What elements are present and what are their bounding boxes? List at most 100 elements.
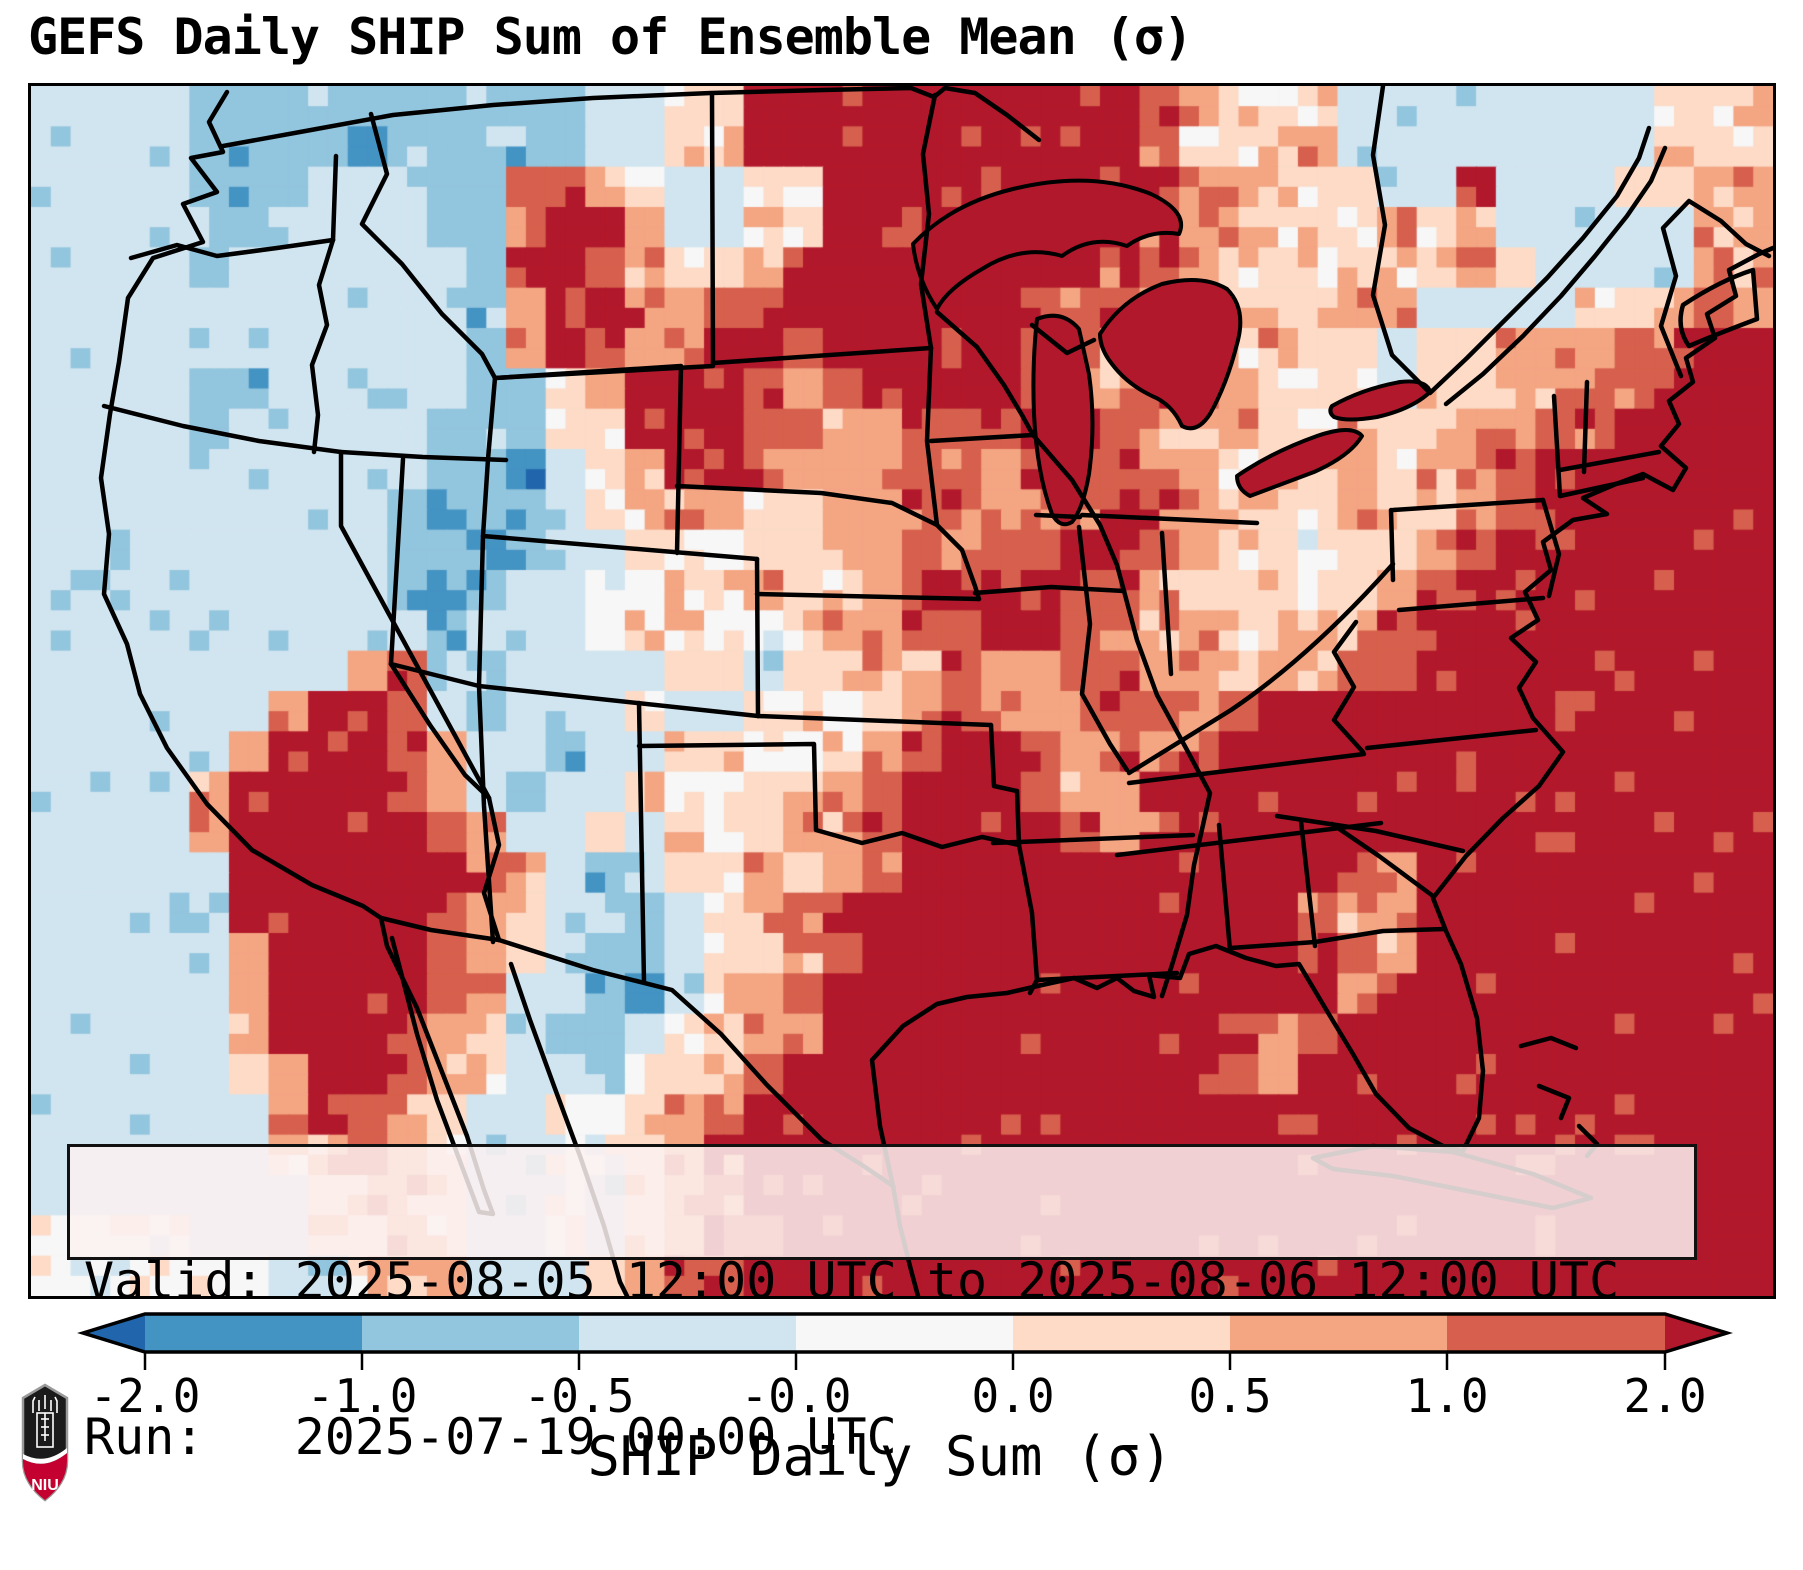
sd-east-border (924, 345, 940, 528)
ny-vt-border (1551, 393, 1563, 499)
wy-borders (480, 363, 760, 562)
tick-label: 2.0 (1623, 1369, 1706, 1423)
run-row: Run: 2025-07-19 00:00 UTC (84, 1411, 1680, 1463)
logo-red-band (23, 1453, 67, 1500)
valid-row: Valid: 2025-08-05 12:00 UTC to 2025-08-06… (84, 1255, 1680, 1307)
nd-mn-border (918, 92, 938, 351)
mt-south-border (492, 363, 716, 381)
colorbar-segment (145, 1314, 362, 1352)
il-in-border (1076, 524, 1130, 773)
parallel-37n (388, 661, 761, 719)
ks-ok-border (755, 713, 994, 728)
vt-nh-border (1581, 379, 1590, 475)
colorbar-tick-marks (143, 1352, 1667, 1370)
nc-sc-border (1274, 813, 1466, 854)
great-lakes (911, 178, 1432, 527)
tick-label: -0.0 (741, 1369, 852, 1423)
ky-tn-border (1126, 751, 1367, 786)
lake-ontario (1328, 379, 1432, 422)
ar-la-border (1034, 970, 1180, 983)
tick-label: -2.0 (90, 1369, 201, 1423)
ohio-river (1126, 561, 1396, 776)
nm-tx-border (636, 700, 647, 985)
lake-superior (911, 178, 1183, 311)
co-east-border (754, 556, 761, 719)
st-lawrence-north (1427, 125, 1652, 396)
wi-up-border (1029, 322, 1097, 356)
parallel-42n (101, 403, 509, 463)
mason-dixon (1396, 595, 1546, 613)
wa-id-border (330, 153, 339, 243)
mi-south-border (1079, 512, 1260, 526)
lake-michigan (1031, 313, 1095, 527)
valid-run-info-box: Valid: 2025-08-05 12:00 UTC to 2025-08-06… (67, 1144, 1697, 1463)
on-qc-border (1370, 86, 1430, 393)
az-nm-border (476, 683, 496, 945)
fl-north-border (1228, 926, 1448, 951)
mississippi-river (1121, 588, 1213, 999)
ma-north-border (1557, 449, 1662, 473)
tick-label: -0.5 (524, 1369, 635, 1423)
mn-wi-border (934, 309, 1036, 438)
oh-pa-border (1388, 507, 1396, 583)
ga-sc-border (1329, 821, 1436, 899)
run-label: Run: (84, 1408, 205, 1466)
pa-nj-border (1540, 497, 1562, 599)
wi-il-border (1033, 512, 1083, 520)
colorbar-segment (796, 1314, 1013, 1352)
colorbar-axis-label: SHIP Daily Sum (σ) (587, 1425, 1172, 1488)
va-nc-border (1364, 727, 1539, 751)
nv-ut-border (388, 456, 406, 667)
nd-sd-border (710, 345, 934, 366)
ms-al-border (1216, 822, 1233, 953)
nv-az-border (388, 661, 492, 801)
lake-erie (1235, 428, 1364, 498)
tx-panhandle-red-river (636, 741, 1022, 850)
ok-ar-border (988, 722, 1022, 848)
bahamas-islands (1518, 1035, 1600, 1159)
ia-mo-border (972, 584, 1127, 596)
canada-border (220, 86, 1042, 149)
wv-va-ky-border (1331, 619, 1366, 755)
tx-la-border (1016, 842, 1040, 996)
page-root: { "title": "GEFS Daily SHIP Sum of Ensem… (21, 8, 1776, 1502)
gulf-atlantic-coast (869, 245, 1773, 1189)
id-mt-border (359, 111, 498, 381)
logo-castle-icon (32, 1395, 58, 1448)
tick-label: 0.0 (971, 1369, 1054, 1423)
colorbar-segments (77, 1312, 1733, 1354)
ut-co-border (476, 533, 486, 689)
tick-label: 0.5 (1188, 1369, 1271, 1423)
mn-ia-border (928, 432, 1036, 444)
st-lawrence-south (1443, 145, 1668, 407)
pa-ny-border (1390, 497, 1546, 513)
al-ga-border (1298, 818, 1318, 949)
logo-text: NIU (31, 1477, 59, 1494)
lake-huron (1098, 278, 1243, 431)
ma-ct-border (1557, 475, 1646, 499)
run-value: 2025-07-19 00:00 UTC (294, 1408, 897, 1466)
colorbar-segment (362, 1314, 579, 1352)
colorbar-segment (1013, 1314, 1230, 1352)
colorbar-segment (1447, 1314, 1665, 1352)
colorbar-over-arrow (1665, 1314, 1727, 1352)
tick-label: -1.0 (307, 1369, 418, 1423)
tick-label: 1.0 (1405, 1369, 1488, 1423)
state-borders-overlay (98, 86, 1773, 1296)
ne-ks-border (754, 591, 982, 602)
niu-logo: NIU (21, 1383, 69, 1502)
colorbar-under-arrow (83, 1314, 145, 1352)
in-oh-border (1159, 530, 1174, 677)
valid-value: 2025-08-05 12:00 UTC to 2025-08-06 12:00… (294, 1252, 1620, 1310)
coastlines-borders (98, 86, 1773, 1296)
logo-swoosh (23, 1448, 67, 1464)
mt-nd-border (709, 92, 716, 366)
map-panel: Valid: 2025-08-05 12:00 UTC to 2025-08-06… (28, 83, 1776, 1463)
colorbar-tick-labels: -2.0 -1.0 -0.5 -0.0 0.0 0.5 1.0 2.0 (90, 1369, 1707, 1423)
nova-scotia (1678, 267, 1760, 349)
wa-or-border (128, 237, 336, 261)
mo-ar-border (990, 832, 1196, 846)
colorbar-segment (579, 1314, 796, 1352)
or-id-border (309, 237, 336, 455)
valid-label: Valid: (84, 1252, 265, 1310)
